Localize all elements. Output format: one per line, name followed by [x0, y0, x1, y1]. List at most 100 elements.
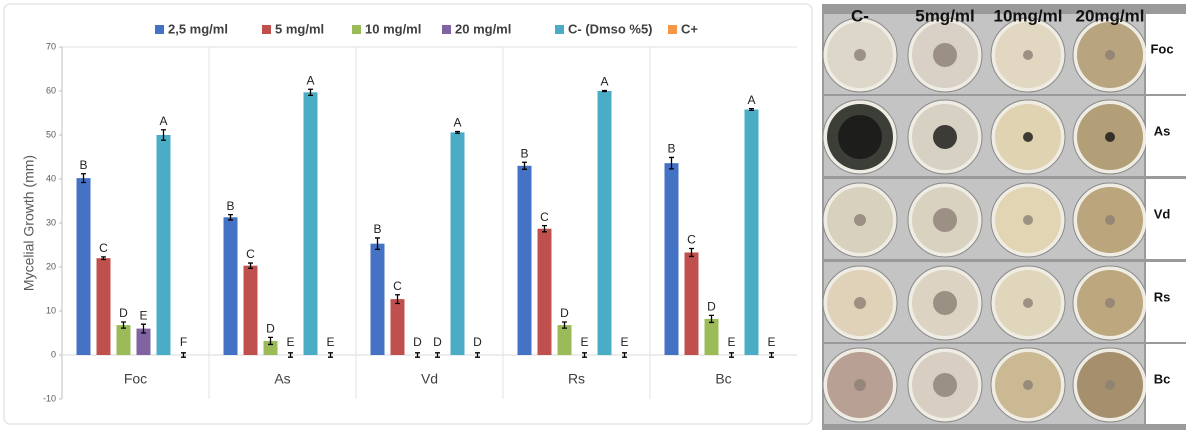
significance-letter: A	[747, 93, 755, 107]
colony	[933, 43, 957, 67]
x-tick-label: Vd	[421, 371, 438, 387]
significance-letter: E	[620, 335, 628, 349]
row-label: Bc	[1154, 371, 1171, 386]
page: Mycelial Growth (mm) -10010203040506070F…	[0, 0, 1190, 430]
colony	[1105, 132, 1115, 142]
legend-swatch	[352, 25, 361, 34]
significance-letter: D	[266, 322, 275, 336]
significance-letter: B	[226, 199, 234, 213]
column-header: 10mg/ml	[994, 6, 1063, 25]
y-tick-label: 10	[46, 305, 56, 315]
colony	[933, 373, 957, 397]
error-bar	[602, 91, 607, 92]
significance-letter: B	[373, 222, 381, 236]
colony	[854, 214, 866, 226]
column-header: 20mg/ml	[1076, 6, 1145, 25]
colony	[854, 379, 866, 391]
legend-swatch	[262, 25, 271, 34]
legend-label: 20 mg/ml	[455, 21, 511, 36]
significance-letter: A	[159, 114, 167, 128]
chart-frame	[4, 4, 812, 424]
bar	[244, 266, 258, 355]
column-header: C-	[851, 6, 869, 25]
bar	[685, 252, 699, 355]
significance-letter: E	[286, 335, 294, 349]
significance-letter: D	[413, 335, 422, 349]
legend-label: 10 mg/ml	[365, 21, 421, 36]
legend-label: C- (Dmso %5)	[568, 21, 653, 36]
y-tick-label: 70	[46, 41, 56, 51]
significance-letter: D	[707, 300, 716, 314]
y-axis-label: Mycelial Growth (mm)	[21, 155, 37, 291]
significance-letter: C	[99, 241, 108, 255]
significance-letter: C	[540, 210, 549, 224]
bar	[705, 319, 719, 355]
legend-swatch	[442, 25, 451, 34]
bar	[665, 163, 679, 355]
bar	[304, 92, 318, 355]
colony	[933, 125, 957, 149]
legend-swatch	[155, 25, 164, 34]
row-label: Vd	[1154, 206, 1171, 221]
y-tick-label: 30	[46, 217, 56, 227]
bar	[558, 325, 572, 355]
colony	[933, 291, 957, 315]
row-label: Rs	[1154, 289, 1171, 304]
row-label: Foc	[1150, 41, 1173, 56]
y-tick-label: -10	[43, 393, 56, 403]
significance-letter: A	[306, 73, 314, 87]
colony	[1023, 215, 1033, 225]
x-tick-label: Bc	[715, 371, 731, 387]
bar	[117, 325, 131, 355]
significance-letter: C	[246, 247, 255, 261]
significance-letter: E	[139, 308, 147, 322]
y-tick-label: 60	[46, 85, 56, 95]
x-tick-label: As	[274, 371, 290, 387]
column-header: 5mg/ml	[915, 6, 975, 25]
legend-label: C+	[681, 21, 698, 36]
significance-letter: E	[580, 335, 588, 349]
x-tick-label: Foc	[124, 371, 147, 387]
colony	[854, 49, 866, 61]
bar	[97, 258, 111, 355]
significance-letter: D	[433, 335, 442, 349]
bar	[371, 244, 385, 355]
significance-letter: A	[600, 75, 608, 89]
bar	[451, 132, 465, 355]
colony	[1105, 298, 1115, 308]
significance-letter: D	[119, 306, 128, 320]
row-label: As	[1154, 123, 1171, 138]
colony	[1105, 380, 1115, 390]
y-tick-label: 40	[46, 173, 56, 183]
colony	[838, 115, 882, 159]
significance-letter: D	[560, 306, 569, 320]
x-tick-label: Rs	[568, 371, 585, 387]
colony	[854, 297, 866, 309]
significance-letter: C	[393, 279, 402, 293]
colony	[1023, 298, 1033, 308]
bar	[224, 217, 238, 355]
colony	[1105, 50, 1115, 60]
legend-label: 2,5 mg/ml	[168, 21, 228, 36]
bar	[538, 229, 552, 355]
significance-letter: D	[473, 335, 482, 349]
significance-letter: E	[727, 335, 735, 349]
legend-swatch	[668, 25, 677, 34]
bar	[391, 299, 405, 355]
significance-letter: A	[453, 116, 461, 130]
bar	[518, 166, 532, 355]
significance-letter: E	[326, 335, 334, 349]
y-tick-label: 20	[46, 261, 56, 271]
colony	[933, 208, 957, 232]
legend-swatch	[555, 25, 564, 34]
significance-letter: C	[687, 233, 696, 247]
colony	[1105, 215, 1115, 225]
colony	[1023, 50, 1033, 60]
significance-letter: F	[180, 335, 187, 349]
legend-label: 5 mg/ml	[275, 21, 324, 36]
colony	[1023, 132, 1033, 142]
significance-letter: B	[79, 158, 87, 172]
colony	[1023, 380, 1033, 390]
y-tick-label: 0	[51, 349, 56, 359]
bar	[745, 109, 759, 355]
